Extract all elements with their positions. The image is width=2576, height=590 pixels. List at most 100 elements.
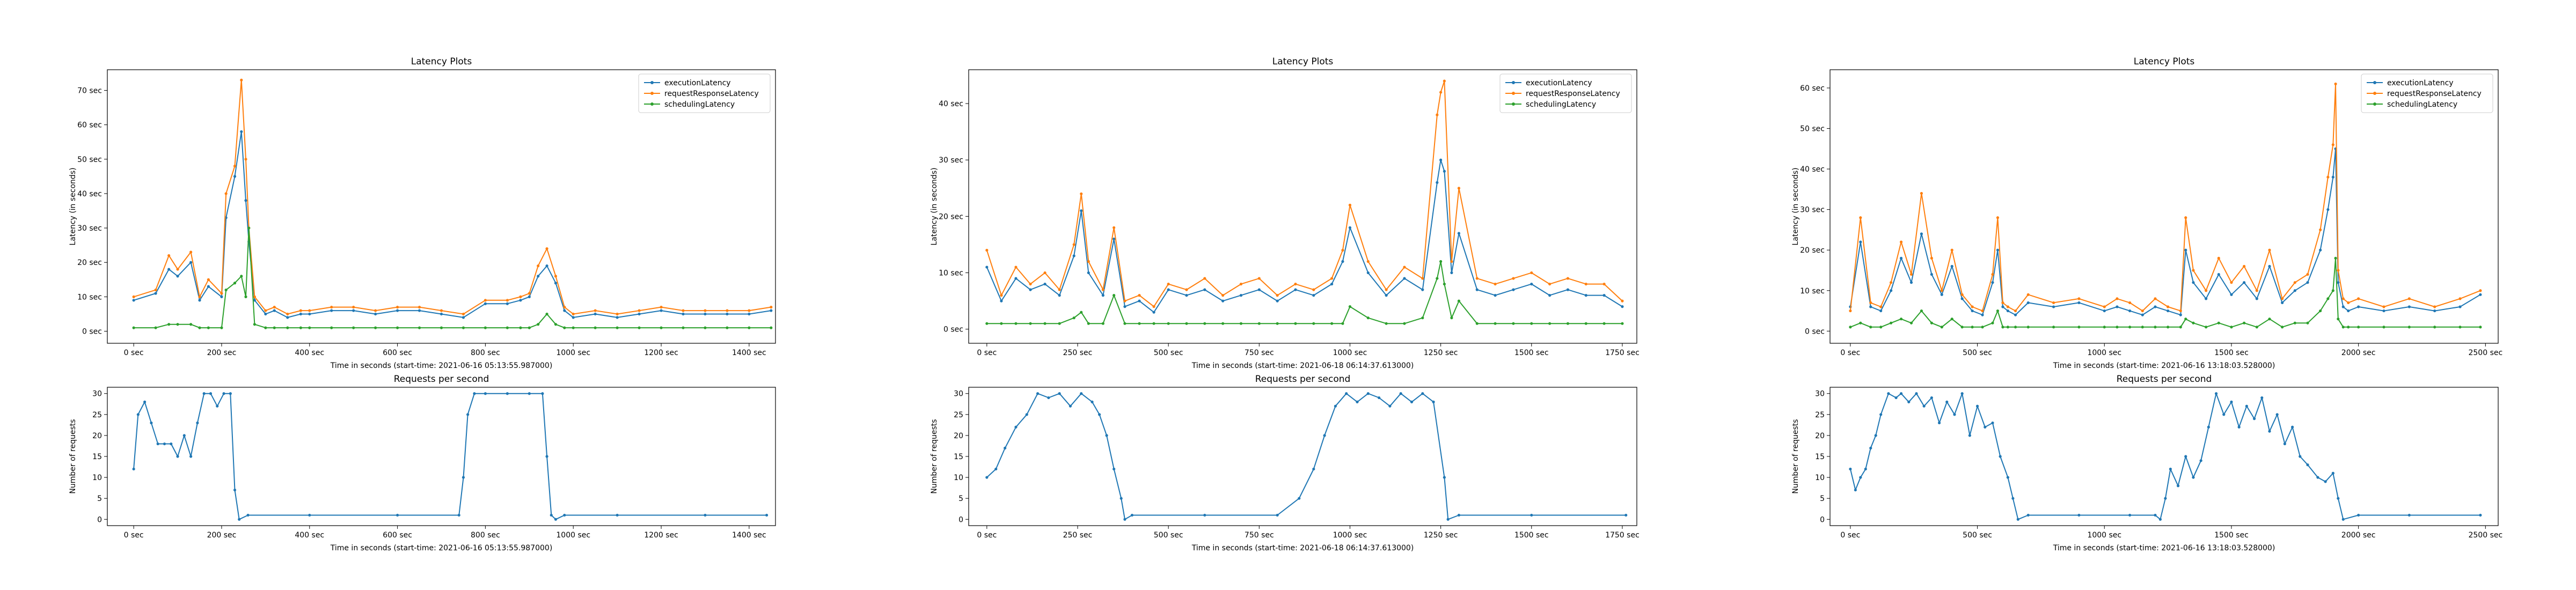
data-point-schedulingLatency	[2458, 326, 2462, 329]
data-point-executionLatency	[2479, 293, 2482, 296]
x-tick-label: 250 sec	[1063, 349, 1093, 357]
y-tick-label: 40 sec	[1800, 165, 1825, 174]
y-tick-label: 0 sec	[82, 328, 102, 336]
x-tick-label: 0 sec	[977, 531, 997, 540]
data-point-schedulingLatency	[1294, 322, 1297, 325]
chart-panel-4: Latency Plots Time in seconds (start-time…	[1791, 56, 2502, 370]
data-point-requestResponseLatency	[299, 309, 302, 312]
data-point-requests-per-second	[545, 455, 548, 458]
data-point-executionLatency	[1512, 288, 1515, 291]
data-point-requests-per-second	[2016, 518, 2019, 521]
data-point-schedulingLatency	[233, 282, 237, 285]
legend: executionLatency requestResponseLatency sc…	[1499, 73, 1632, 113]
data-point-schedulingLatency	[1072, 316, 1075, 320]
data-point-requestResponseLatency	[1113, 226, 1116, 230]
data-point-requests-per-second	[396, 513, 399, 517]
data-point-executionLatency	[1621, 305, 1624, 308]
data-point-executionLatency	[2184, 248, 2187, 252]
data-point-requestResponseLatency	[660, 306, 663, 309]
data-point-requests-per-second	[2214, 392, 2218, 395]
legend-box	[638, 73, 771, 113]
data-point-executionLatency	[2230, 293, 2233, 296]
data-point-executionLatency	[2458, 305, 2462, 308]
x-tick-label: 1000 sec	[556, 349, 590, 357]
legend-marker-schedulingLatency	[1512, 102, 1515, 106]
data-point-schedulingLatency	[167, 323, 171, 326]
data-point-executionLatency	[1436, 181, 1439, 184]
data-point-requests-per-second	[1366, 392, 1370, 395]
x-tick-label: 1000 sec	[2087, 531, 2121, 540]
data-point-requestResponseLatency	[1512, 277, 1515, 280]
data-point-requests-per-second	[2316, 476, 2319, 479]
data-point-requests-per-second	[143, 400, 147, 403]
data-point-schedulingLatency	[2341, 326, 2345, 329]
data-point-executionLatency	[233, 175, 237, 178]
x-tick-label: 1250 sec	[1424, 349, 1458, 357]
data-point-requests-per-second	[1443, 476, 1446, 479]
data-point-executionLatency	[1909, 281, 1913, 284]
data-point-requestResponseLatency	[1072, 243, 1075, 246]
data-point-requestResponseLatency	[2103, 305, 2106, 308]
data-point-requestResponseLatency	[2230, 281, 2233, 284]
data-point-executionLatency	[1257, 288, 1261, 291]
data-point-requests-per-second	[2268, 430, 2271, 433]
data-point-schedulingLatency	[1475, 322, 1479, 325]
data-point-executionLatency	[2179, 313, 2182, 316]
x-tick-label: 0 sec	[977, 349, 997, 357]
data-point-requestResponseLatency	[286, 312, 289, 316]
data-point-requestResponseLatency	[1221, 294, 1225, 297]
series-line-requestResponseLatency	[133, 79, 771, 315]
data-point-requests-per-second	[150, 421, 153, 425]
data-point-executionLatency	[2141, 313, 2144, 316]
data-point-requests-per-second	[2275, 413, 2279, 416]
data-point-requestResponseLatency	[1566, 277, 1570, 280]
data-point-schedulingLatency	[554, 323, 558, 326]
data-point-schedulingLatency	[1123, 322, 1126, 325]
data-point-requests-per-second	[473, 392, 476, 395]
data-point-executionLatency	[616, 316, 619, 319]
data-point-executionLatency	[440, 312, 443, 316]
data-point-executionLatency	[167, 268, 171, 271]
chart-title: Latency Plots	[1272, 56, 1334, 67]
data-point-executionLatency	[2281, 301, 2284, 305]
data-point-requests-per-second	[1930, 396, 1933, 400]
data-point-requestResponseLatency	[2407, 297, 2411, 300]
data-point-schedulingLatency	[2052, 326, 2055, 329]
data-point-schedulingLatency	[1621, 322, 1624, 325]
y-tick-label: 30	[1815, 390, 1825, 399]
data-point-requests-per-second	[176, 455, 179, 458]
chart-title: Requests per second	[394, 374, 489, 385]
data-point-schedulingLatency	[594, 326, 597, 329]
data-point-requests-per-second	[1276, 513, 1279, 517]
chart-panel-5: Requests per second Time in seconds (star…	[1791, 374, 2502, 552]
data-point-executionLatency	[330, 309, 333, 312]
data-point-schedulingLatency	[1113, 294, 1116, 297]
data-point-requestResponseLatency	[2341, 297, 2345, 300]
chart-title: Latency Plots	[411, 56, 472, 67]
x-tick-label: 500 sec	[1963, 349, 1992, 357]
data-point-executionLatency	[1152, 311, 1155, 314]
data-point-requests-per-second	[528, 392, 531, 395]
data-point-requests-per-second	[2237, 425, 2241, 429]
y-tick-label: 20	[954, 432, 963, 440]
data-point-schedulingLatency	[1991, 321, 1994, 324]
legend-label-schedulingLatency: schedulingLatency	[2387, 100, 2457, 109]
x-tick-label: 1200 sec	[644, 349, 678, 357]
data-point-executionLatency	[2382, 309, 2385, 313]
data-point-executionLatency	[2192, 281, 2195, 284]
data-point-schedulingLatency	[154, 326, 157, 329]
data-point-schedulingLatency	[299, 326, 302, 329]
data-point-requestResponseLatency	[726, 309, 729, 312]
data-point-requestResponseLatency	[563, 306, 566, 309]
data-point-requests-per-second	[1105, 434, 1108, 437]
data-point-executionLatency	[2268, 264, 2271, 268]
data-point-schedulingLatency	[2077, 326, 2081, 329]
chart-panel-0: Latency Plots Time in seconds (start-time…	[69, 56, 776, 370]
data-point-schedulingLatency	[2331, 289, 2334, 292]
data-point-requestResponseLatency	[2382, 305, 2385, 308]
data-point-requests-per-second	[182, 434, 186, 437]
data-point-schedulingLatency	[1457, 299, 1461, 303]
data-point-requestResponseLatency	[1869, 301, 1872, 305]
data-point-requests-per-second	[462, 476, 465, 479]
data-point-requestResponseLatency	[2026, 293, 2030, 296]
